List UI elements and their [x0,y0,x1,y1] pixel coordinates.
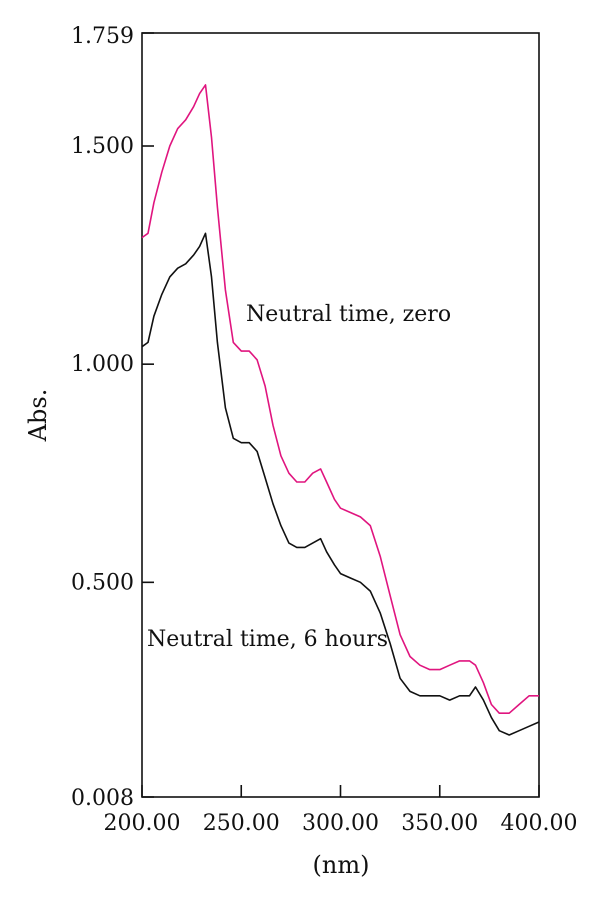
x-tick-label: 350.00 [401,811,478,836]
y-tick-label: 1.500 [71,134,134,159]
annotation-neutral-time-zero: Neutral time, zero [246,302,451,327]
y-axis: 1.759 1.500 1.000 0.500 0.008 [71,24,154,811]
series-layer [141,84,540,736]
x-tick-label: 200.00 [104,811,181,836]
y-axis-label: Abs. [24,389,52,443]
x-axis-label: (nm) [313,851,370,879]
annotation-neutral-time-6-hours: Neutral time, 6 hours [147,627,388,652]
series-line-neutral-time-zero [141,84,539,714]
y-tick-label: 1.759 [71,24,134,49]
x-tick-label: 250.00 [203,811,280,836]
y-tick-label: 1.000 [71,352,134,377]
x-tick-label: 300.00 [302,811,379,836]
y-tick-label: 0.008 [71,786,134,811]
plot-frame [141,32,540,798]
x-tick-label: 400.00 [501,811,578,836]
series-line-neutral-time-6-hours [141,232,540,736]
x-axis: 200.00 250.00 300.00 350.00 400.00 [104,785,578,836]
y-tick-label: 0.500 [71,570,134,595]
